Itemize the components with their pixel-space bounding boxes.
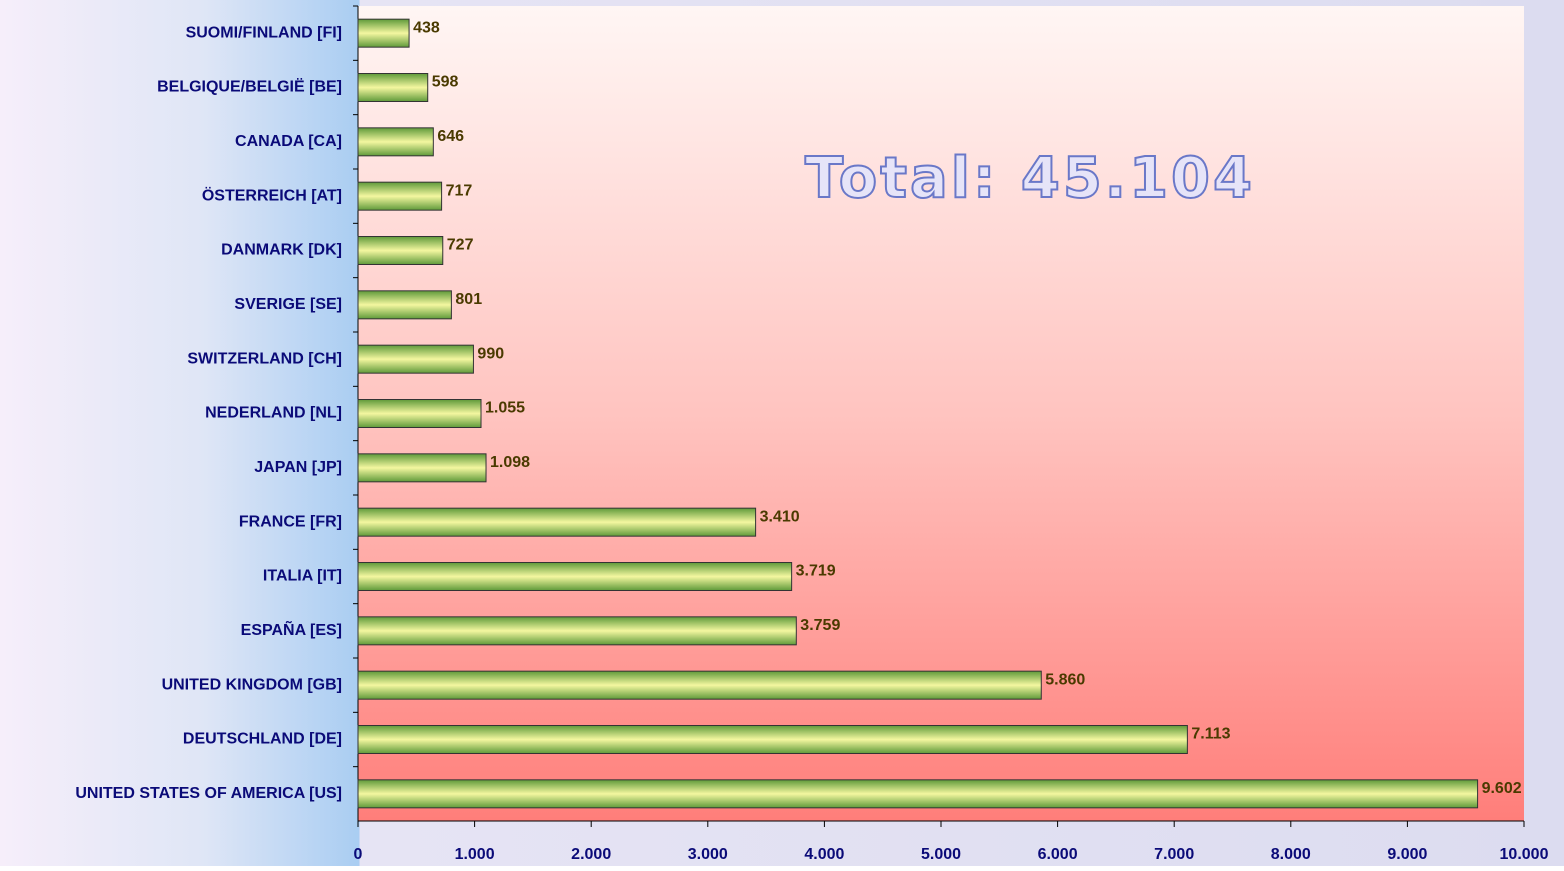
value-label: 3.410 [760,508,800,525]
bar [357,127,434,157]
category-label: CANADA [CA] [235,133,342,150]
value-label: 1.055 [485,400,525,417]
category-label: SVERIGE [SE] [234,296,342,313]
value-label: 990 [477,345,504,362]
x-tick-label: 1.000 [455,846,495,863]
category-label: NEDERLAND [NL] [205,405,342,422]
value-label: 717 [446,182,473,199]
x-tick-label: 9.000 [1387,846,1427,863]
bar [357,670,1042,700]
total-annotation: Total: 45.104 [805,146,1255,211]
bar [357,453,487,483]
category-label: SUOMI/FINLAND [FI] [186,24,342,41]
x-tick-label: 10.000 [1500,846,1549,863]
bar [357,725,1188,754]
x-tick-label: 4.000 [804,846,844,863]
value-label: 646 [437,128,464,145]
bar [357,344,474,374]
x-tick-label: 2.000 [571,846,611,863]
bar [357,779,1479,809]
category-label: UNITED KINGDOM [GB] [162,676,342,693]
category-label: SWITZERLAND [CH] [187,350,342,367]
bar [357,181,443,211]
category-label: ITALIA [IT] [263,568,342,585]
x-tick-label: 6.000 [1038,846,1078,863]
x-tick-label: 0 [354,846,363,863]
category-label: BELGIQUE/BELGIË [BE] [157,78,342,96]
x-tick-label: 5.000 [921,846,961,863]
bar [357,236,444,265]
value-label: 1.098 [490,454,530,471]
value-label: 3.759 [800,617,840,634]
category-label: JAPAN [JP] [254,459,342,476]
value-label: 3.719 [796,563,836,580]
value-label: 9.602 [1482,780,1522,797]
category-label: ÖSTERREICH [AT] [202,185,342,204]
bar [357,616,797,646]
bar [357,290,452,320]
value-label: 801 [455,291,482,308]
category-label: FRANCE [FR] [239,513,342,530]
category-label: DEUTSCHLAND [DE] [183,731,342,748]
value-label: 598 [432,74,459,91]
bar [357,18,410,48]
value-label: 5.860 [1045,671,1085,688]
value-label: 438 [413,19,440,36]
bar [357,399,482,428]
bar [357,73,429,102]
bar [357,562,793,591]
category-label: UNITED STATES OF AMERICA [US] [75,785,342,802]
category-label: ESPAÑA [ES] [241,619,342,639]
category-label: DANMARK [DK] [221,242,342,259]
value-label: 7.113 [1191,726,1230,743]
value-label: 727 [447,237,474,254]
x-tick-label: 8.000 [1271,846,1311,863]
bar [357,507,757,537]
x-tick-label: 7.000 [1154,846,1194,863]
x-tick-label: 3.000 [688,846,728,863]
